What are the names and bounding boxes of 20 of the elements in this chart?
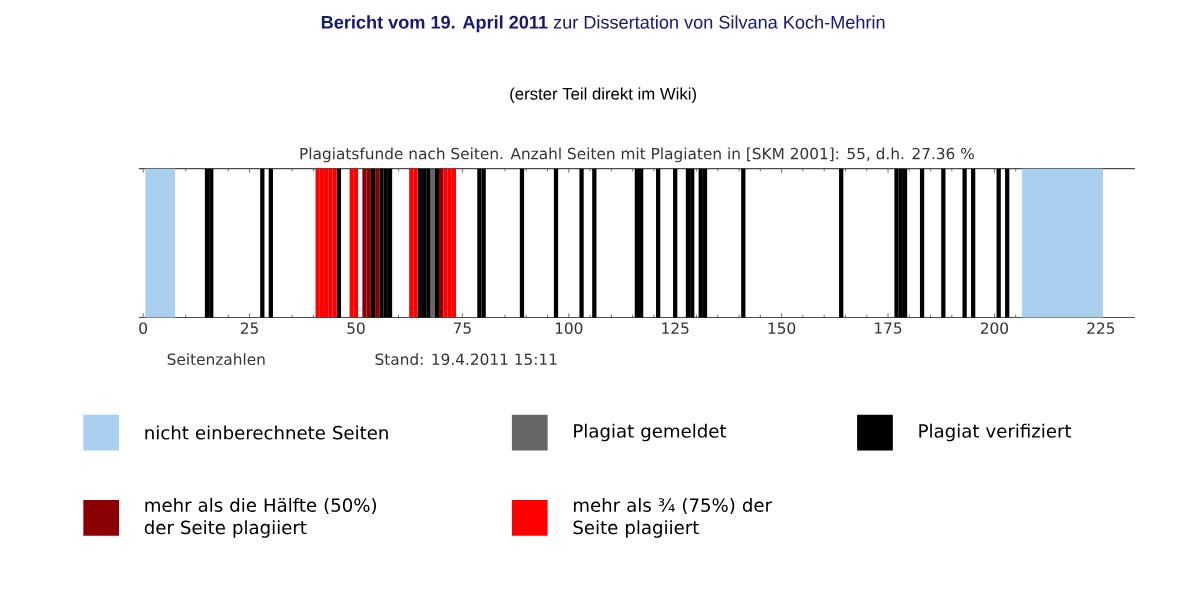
x-tick-label: 125 <box>662 322 689 334</box>
legend-label: mehr als ¾ (75%) der Seite plagiiert <box>573 497 773 538</box>
x-tick-label: 50 <box>347 322 365 334</box>
x-axis-title: Seitenzahlen <box>167 353 265 365</box>
x-tick-label: 25 <box>240 322 258 334</box>
x-tick-label: 100 <box>555 322 583 334</box>
legend-label: nicht einberechnete Seiten <box>145 425 388 440</box>
legend-label: mehr als die Hälfte (50%) der Seite plagiiert <box>144 497 377 538</box>
legend-label: Plagiat gemeldet <box>574 423 727 442</box>
text: Stand: 19.4.2011 15:11 <box>375 353 557 365</box>
x-tick-label: 200 <box>980 322 1009 334</box>
x-tick-label: 175 <box>875 322 902 334</box>
x-tick-label: 225 <box>1087 322 1115 334</box>
chart-title: Bericht vom 19. April 2011 zur Dissertation von Silvana Koch-Mehrin <box>321 15 885 33</box>
x-tick-label: 0 <box>139 322 147 334</box>
text: Plagiatsfunde nach Seiten. Anzahl Seiten mit Plagiaten in [SKM 2001]: 55, d.h. 27.36 % <box>300 147 974 163</box>
legend-label: Plagiat verifiziert <box>919 423 1072 442</box>
chart-subtitle: (erster Teil direkt im Wiki) <box>510 87 696 103</box>
x-tick-label: 150 <box>768 322 796 334</box>
x-tick-label: 75 <box>453 322 471 334</box>
